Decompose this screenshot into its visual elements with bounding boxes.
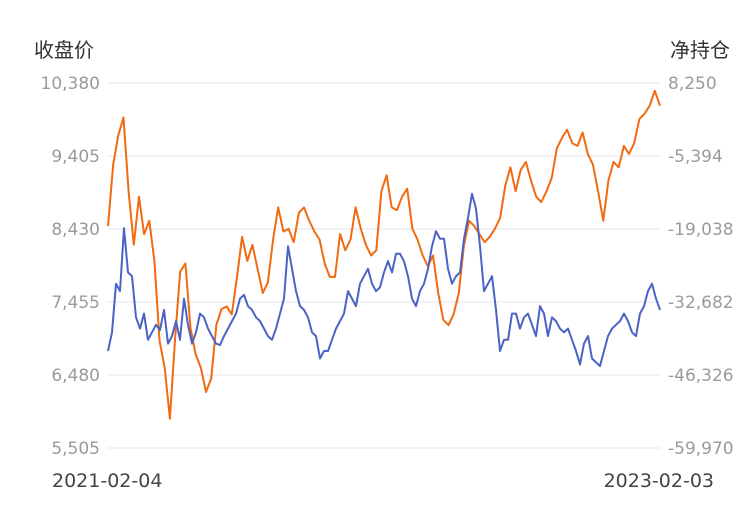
x-axis-start-label: 2021-02-04 bbox=[52, 470, 163, 492]
right-tick-label: -5,394 bbox=[668, 147, 723, 167]
close-price-line bbox=[107, 192, 661, 367]
grid-lines bbox=[108, 82, 660, 449]
right-axis-title: 净持仓 bbox=[670, 38, 730, 62]
right-tick-label: 8,250 bbox=[668, 74, 717, 94]
left-tick-label: 5,505 bbox=[51, 439, 100, 459]
right-axis-ticks: 8,250 -5,394 -19,038 -32,682 -46,326 -59,970 bbox=[668, 74, 734, 459]
left-tick-label: 6,480 bbox=[51, 366, 100, 386]
series-lines bbox=[107, 89, 661, 420]
net-position-line bbox=[107, 89, 661, 420]
left-tick-label: 7,455 bbox=[51, 293, 100, 313]
right-tick-label: -32,682 bbox=[668, 293, 734, 313]
right-tick-label: -59,970 bbox=[668, 439, 734, 459]
left-axis-title: 收盘价 bbox=[34, 38, 94, 62]
left-axis-ticks: 10,380 9,405 8,430 7,455 6,480 5,505 bbox=[41, 74, 100, 459]
right-tick-label: -46,326 bbox=[668, 366, 734, 386]
left-tick-label: 10,380 bbox=[41, 74, 100, 94]
left-tick-label: 8,430 bbox=[51, 220, 100, 240]
left-tick-label: 9,405 bbox=[51, 147, 100, 167]
x-axis-end-label: 2023-02-03 bbox=[603, 470, 714, 492]
right-tick-label: -19,038 bbox=[668, 220, 734, 240]
